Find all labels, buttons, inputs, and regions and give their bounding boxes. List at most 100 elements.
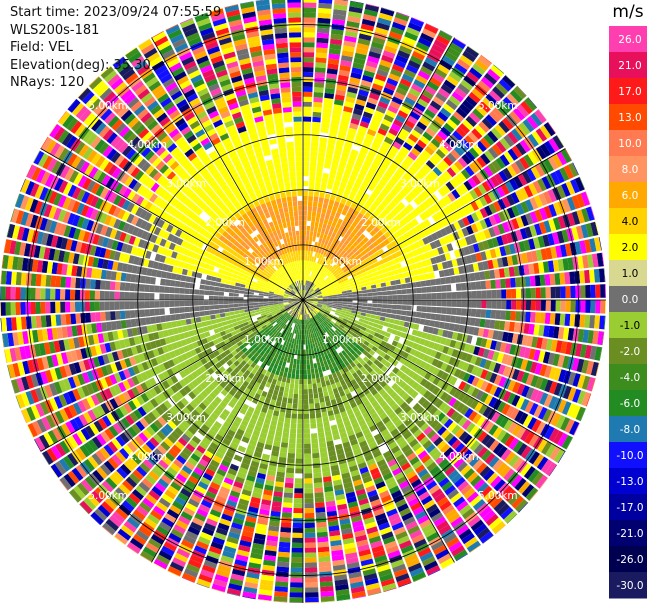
ray-gate — [422, 237, 430, 245]
ray-gate — [359, 208, 367, 216]
ray-gate — [339, 213, 346, 221]
ray-gate — [432, 180, 441, 190]
ray-gate — [326, 270, 331, 276]
ray-gate — [351, 170, 359, 178]
ray-gate — [407, 212, 415, 221]
ray-gate — [321, 289, 327, 293]
ray-gate — [502, 117, 514, 130]
ray-gate — [437, 111, 449, 122]
ray-gate — [352, 165, 361, 173]
ray-gate — [364, 65, 377, 74]
ray-gate — [331, 261, 336, 267]
ray-gate — [316, 32, 329, 39]
ray-gate — [350, 149, 359, 157]
ray-gate — [348, 277, 354, 282]
ray-gate — [407, 221, 415, 229]
ray-gate — [312, 121, 321, 128]
ray-gate — [313, 279, 318, 284]
ray-gate — [446, 46, 461, 58]
ray-gate — [318, 222, 323, 228]
ray-gate — [422, 177, 432, 187]
ray-gate — [367, 273, 374, 279]
ray-gate — [345, 184, 353, 191]
ray-gate — [399, 45, 413, 55]
ray-gate — [343, 246, 350, 252]
ray-gate — [399, 176, 409, 185]
ray-gate — [499, 100, 512, 113]
ray-gate — [324, 262, 329, 268]
ray-gate — [390, 208, 399, 217]
ray-gate — [304, 265, 307, 271]
ray-gate — [413, 197, 422, 206]
ray-gate — [423, 219, 432, 228]
ray-gate — [323, 218, 329, 225]
ray-gate — [367, 184, 376, 192]
ray-gate — [327, 204, 333, 211]
ray-gate — [332, 244, 338, 250]
ray-gate — [305, 291, 309, 296]
ray-gate — [496, 186, 506, 198]
ray-gate — [402, 266, 409, 273]
ray-gate — [492, 107, 505, 120]
ray-gate — [321, 291, 327, 294]
ray-gate — [565, 181, 576, 195]
ray-gate — [303, 7, 317, 13]
ray-gate — [394, 237, 402, 245]
ray-gate — [319, 286, 325, 290]
ray-gate — [368, 243, 375, 250]
ray-gate — [311, 126, 320, 133]
ray-gate — [435, 92, 448, 103]
ray-gate — [458, 123, 470, 134]
ray-gate — [333, 280, 339, 284]
ray-gate — [355, 223, 362, 231]
ray-gate — [515, 216, 525, 228]
ray-gate — [315, 263, 319, 269]
ray-gate — [354, 267, 361, 273]
ray-gate — [323, 198, 330, 204]
header-info: Start time: 2023/09/24 07:55:59 WLS200s-… — [10, 4, 221, 92]
ray-gate — [404, 194, 413, 203]
ray-gate — [383, 231, 391, 239]
ray-gate — [369, 277, 375, 282]
ray-gate — [398, 255, 405, 262]
ray-gate — [311, 256, 315, 262]
ray-gate — [359, 280, 366, 285]
ray-gate — [409, 257, 416, 264]
ray-gate — [313, 286, 318, 290]
ray-gate — [317, 263, 321, 269]
ray-gate — [314, 286, 319, 291]
ray-gate — [335, 239, 341, 246]
ray-gate — [449, 115, 461, 126]
ray-gate — [430, 257, 437, 265]
ray-gate — [381, 141, 392, 150]
ray-gate — [367, 196, 376, 204]
ray-gate — [315, 52, 328, 59]
ray-gate — [326, 209, 332, 215]
ray-gate — [376, 68, 389, 78]
ray-gate — [354, 52, 367, 61]
ray-gate — [303, 176, 309, 182]
ray-gate — [386, 166, 396, 175]
ray-gate — [354, 194, 362, 201]
ray-gate — [407, 115, 418, 125]
ray-gate — [320, 127, 329, 134]
ray-gate — [375, 183, 384, 192]
ray-gate — [402, 253, 410, 261]
ray-gate — [466, 225, 474, 235]
ray-gate — [527, 133, 539, 148]
ray-gate — [342, 172, 351, 180]
ray-gate — [461, 227, 470, 237]
ray-gate — [320, 288, 326, 292]
ray-gate — [445, 181, 455, 192]
ray-gate — [415, 74, 428, 85]
ray-gate — [513, 107, 526, 121]
ray-gate — [361, 116, 371, 124]
ray-gate — [308, 276, 311, 282]
ray-gate — [316, 292, 322, 296]
ray-gate — [486, 238, 495, 249]
ray-gate — [341, 209, 348, 216]
ray-gate — [448, 71, 462, 83]
ray-gate — [427, 81, 440, 92]
ray-gate — [468, 244, 476, 254]
ray-gate — [397, 267, 404, 274]
